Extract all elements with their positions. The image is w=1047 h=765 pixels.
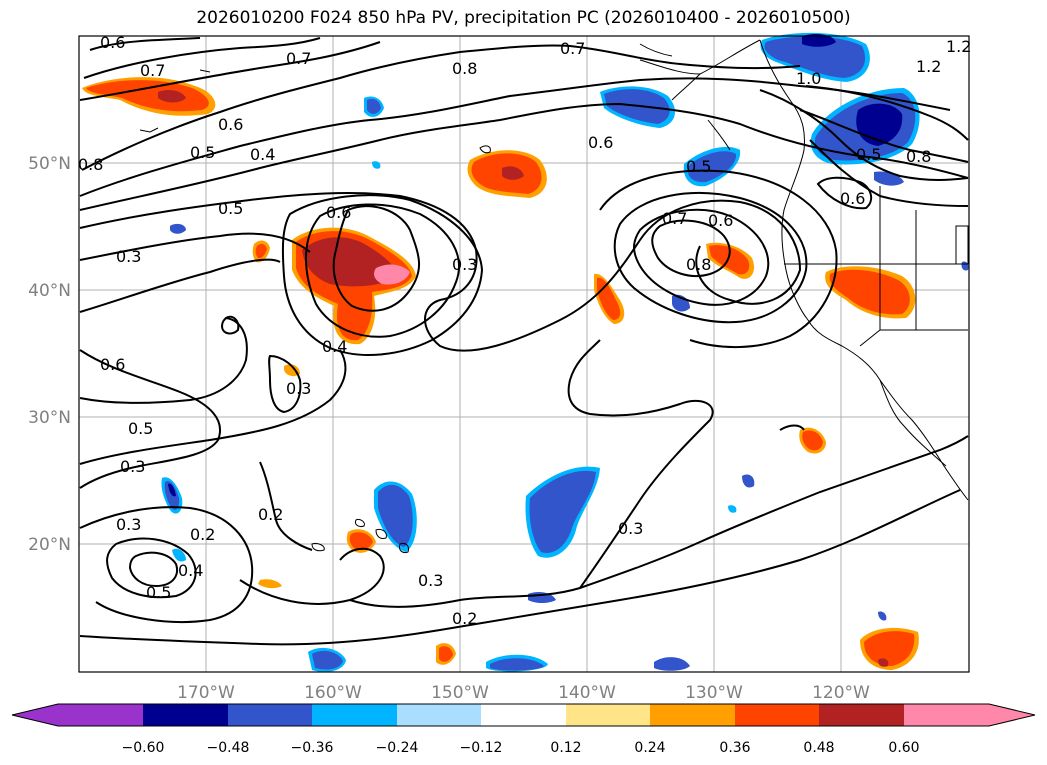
contour-label: 0.2: [258, 505, 283, 524]
colorbar-tick-label: 0.60: [888, 740, 919, 756]
colorbar-tick-label: −0.60: [122, 740, 165, 756]
contour-label: 0.6: [588, 133, 613, 152]
colorbar-swatch: [566, 704, 650, 726]
lon-tick-label: 160°W: [304, 683, 362, 703]
contour-label: 0.3: [116, 515, 141, 534]
contour-label: 0.4: [250, 145, 275, 164]
contour-label: 0.8: [906, 147, 931, 166]
colorbar-tick-label: 0.24: [634, 740, 665, 756]
colorbar: −0.60 −0.48 −0.36 −0.24 −0.12 0.12 0.24 …: [11, 703, 1036, 756]
contour-label: 0.6: [326, 203, 351, 222]
contour-label: 0.5: [856, 145, 881, 164]
contour-label: 0.3: [120, 457, 145, 476]
colorbar-swatch: [481, 704, 566, 726]
lon-tick-label: 120°W: [812, 683, 870, 703]
colorbar-extend-high: [989, 704, 1035, 726]
contour-label: 0.3: [116, 247, 141, 266]
contour-label: 0.5: [190, 143, 215, 162]
contour-label: 0.3: [618, 519, 643, 538]
contour-label: 0.6: [100, 355, 125, 374]
contour-label: 0.5: [128, 419, 153, 438]
colorbar-swatch: [735, 704, 819, 726]
contour-label: 0.5: [218, 199, 243, 218]
lat-axis: 50°N 40°N 30°N 20°N: [28, 154, 71, 555]
contour-label: 1.2: [946, 37, 971, 56]
lon-tick-label: 130°W: [685, 683, 743, 703]
contour-label: 1.0: [796, 69, 821, 88]
contour-label: 0.5: [686, 157, 711, 176]
colorbar-tick-label: −0.36: [291, 740, 334, 756]
contour-label: 0.6: [840, 189, 865, 208]
lon-tick-label: 170°W: [177, 683, 235, 703]
colorbar-swatch: [143, 704, 228, 726]
colorbar-tick-label: 0.48: [803, 740, 834, 756]
lat-tick-label: 50°N: [28, 154, 71, 174]
lon-tick-label: 150°W: [431, 683, 489, 703]
colorbar-tick-label: 0.36: [719, 740, 750, 756]
colorbar-swatch: [397, 704, 481, 726]
contour-label: 0.3: [286, 379, 311, 398]
contour-label: 0.2: [452, 609, 477, 628]
lon-tick-label: 140°W: [558, 683, 616, 703]
map-title: 2026010200 F024 850 hPa PV, precipitatio…: [196, 8, 851, 28]
contour-label: 0.6: [708, 211, 733, 230]
contour-label: 0.7: [286, 49, 311, 68]
precip-positive: [82, 77, 919, 670]
colorbar-tick-label: −0.24: [376, 740, 419, 756]
lat-tick-label: 40°N: [28, 281, 71, 301]
colorbar-swatch: [904, 704, 989, 726]
contour-label: 0.7: [140, 61, 165, 80]
map-frame: [78, 35, 970, 673]
contour-label: 0.3: [452, 255, 477, 274]
colorbar-swatch: [228, 704, 312, 726]
contour-label: 0.4: [322, 337, 347, 356]
colorbar-outline: [11, 703, 1036, 727]
colorbar-swatch: [650, 704, 735, 726]
contour-label: 0.8: [78, 155, 103, 174]
contour-label: 0.6: [100, 33, 125, 52]
colorbar-tick-label: −0.12: [460, 740, 503, 756]
coastline: [139, 39, 969, 553]
contour-label: 0.2: [190, 525, 215, 544]
contour-label: 0.7: [560, 39, 585, 58]
lat-tick-label: 30°N: [28, 408, 71, 428]
lat-tick-label: 20°N: [28, 535, 71, 555]
lon-axis: 170°W 160°W 150°W 140°W 130°W 120°W: [177, 683, 870, 703]
colorbar-swatch: [58, 704, 143, 726]
contour-label-group: 0.6 0.7 0.7 0.8 0.7 0.6 0.8 0.5 0.4 0.5 …: [78, 33, 971, 628]
contour-label: 0.8: [452, 59, 477, 78]
colorbar-swatch: [312, 704, 397, 726]
contour-label: 0.6: [218, 115, 243, 134]
contour-label: 0.5: [146, 583, 171, 602]
colorbar-tick-label: 0.12: [550, 740, 581, 756]
colorbar-swatch: [819, 704, 904, 726]
contour-label: 0.7: [662, 209, 687, 228]
contour-label: 1.2: [916, 57, 941, 76]
contour-label: 0.4: [178, 561, 203, 580]
colorbar-tick-label: −0.48: [207, 740, 250, 756]
contour-label: 0.3: [418, 571, 443, 590]
contour-label: 0.8: [686, 255, 711, 274]
colorbar-extend-low: [12, 704, 58, 726]
